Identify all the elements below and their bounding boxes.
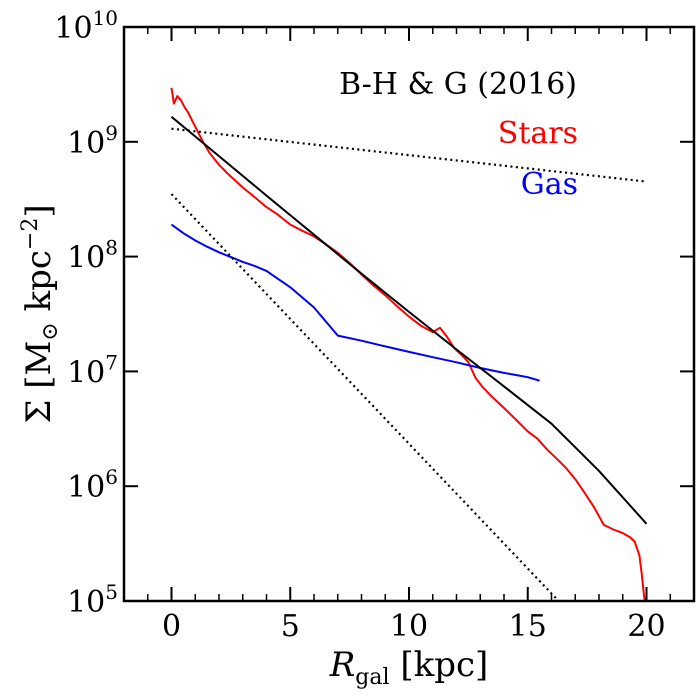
x-tick-label: 0 xyxy=(162,609,181,644)
y-axis-title-mid: kpc xyxy=(19,250,59,322)
x-axis-title-sub: gal xyxy=(355,665,389,690)
y-tick-label-base: 10 xyxy=(54,11,92,46)
y-tick-label-exponent: 6 xyxy=(105,465,118,489)
annotation-stars: Stars xyxy=(498,116,578,151)
y-tick-label: 108 xyxy=(67,236,118,276)
annotation-source: B-H & G (2016) xyxy=(339,67,577,102)
x-axis-title: Rgal [kpc] xyxy=(329,645,489,690)
y-axis-title-main: Σ [M xyxy=(19,341,59,424)
x-tick-label: 20 xyxy=(627,609,665,644)
series-line-gas xyxy=(170,223,540,382)
y-tick-label-exponent: 7 xyxy=(105,350,118,374)
y-axis-title-sub: ⊙ xyxy=(38,322,63,340)
y-tick-label-base: 10 xyxy=(67,355,105,390)
y-axis-title: Σ [M⊙ kpc−2] xyxy=(18,204,63,423)
y-tick-label: 1010 xyxy=(54,6,118,46)
x-axis-title-rest: [kpc] xyxy=(390,645,489,685)
x-axis-title-main: R xyxy=(329,645,356,685)
plot-frame xyxy=(122,25,696,603)
y-tick-label-exponent: 10 xyxy=(93,6,118,30)
y-tick-label-exponent: 9 xyxy=(105,121,118,145)
series-line-stars xyxy=(170,87,646,601)
series-layer xyxy=(170,87,648,601)
x-tick-label: 10 xyxy=(390,609,428,644)
y-tick-label: 109 xyxy=(67,121,118,161)
y-tick-label-base: 10 xyxy=(67,470,105,505)
y-tick-label-exponent: 5 xyxy=(105,580,118,604)
series-line-fit-inner-disk xyxy=(170,193,560,601)
y-tick-label-exponent: 8 xyxy=(105,236,118,260)
y-tick-label-base: 10 xyxy=(67,585,105,620)
y-tick-label: 105 xyxy=(67,580,118,620)
x-tick-label: 5 xyxy=(281,609,300,644)
ticks-layer xyxy=(123,26,695,602)
y-tick-label-base: 10 xyxy=(67,126,105,161)
y-tick-label-base: 10 xyxy=(67,241,105,276)
x-tick-label: 15 xyxy=(509,609,547,644)
y-axis-title-end: ] xyxy=(19,204,59,217)
y-tick-label: 107 xyxy=(67,350,118,390)
series-line-fit-total xyxy=(170,116,648,525)
y-tick-label: 106 xyxy=(67,465,118,505)
annotation-gas: Gas xyxy=(521,167,578,202)
y-axis-title-sup: −2 xyxy=(18,218,43,250)
